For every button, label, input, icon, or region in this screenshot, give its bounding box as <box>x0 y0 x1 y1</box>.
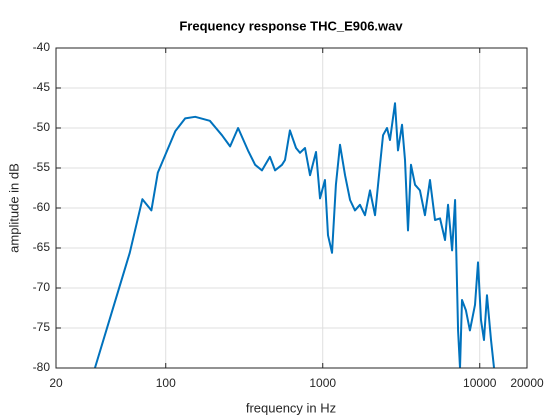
x-tick-label: 10000 <box>463 376 497 390</box>
y-tick-label: -40 <box>33 40 51 54</box>
series-line <box>93 102 496 368</box>
x-tick-label: 20000 <box>510 376 544 390</box>
x-tick-label: 20 <box>49 376 63 390</box>
x-tick-label: 100 <box>156 376 176 390</box>
y-tick-label: -50 <box>33 120 51 134</box>
y-tick-label: -75 <box>33 320 51 334</box>
y-tick-label: -65 <box>33 240 51 254</box>
x-axis-label: frequency in Hz <box>246 400 336 415</box>
x-tick-label: 1000 <box>309 376 336 390</box>
chart-title: Frequency response THC_E906.wav <box>179 18 403 33</box>
data-area <box>93 102 496 368</box>
y-tick-label: -55 <box>33 160 51 174</box>
y-tick-label: -80 <box>33 360 51 374</box>
y-tick-label: -60 <box>33 200 51 214</box>
y-axis-label: amplitude in dB <box>6 163 21 253</box>
y-tick-label: -45 <box>33 80 51 94</box>
y-tick-label: -70 <box>33 280 51 294</box>
ticks: 20 100 1000 10000 20000 -80 -75 -70 -65 -60 -55 -50… <box>33 40 544 390</box>
